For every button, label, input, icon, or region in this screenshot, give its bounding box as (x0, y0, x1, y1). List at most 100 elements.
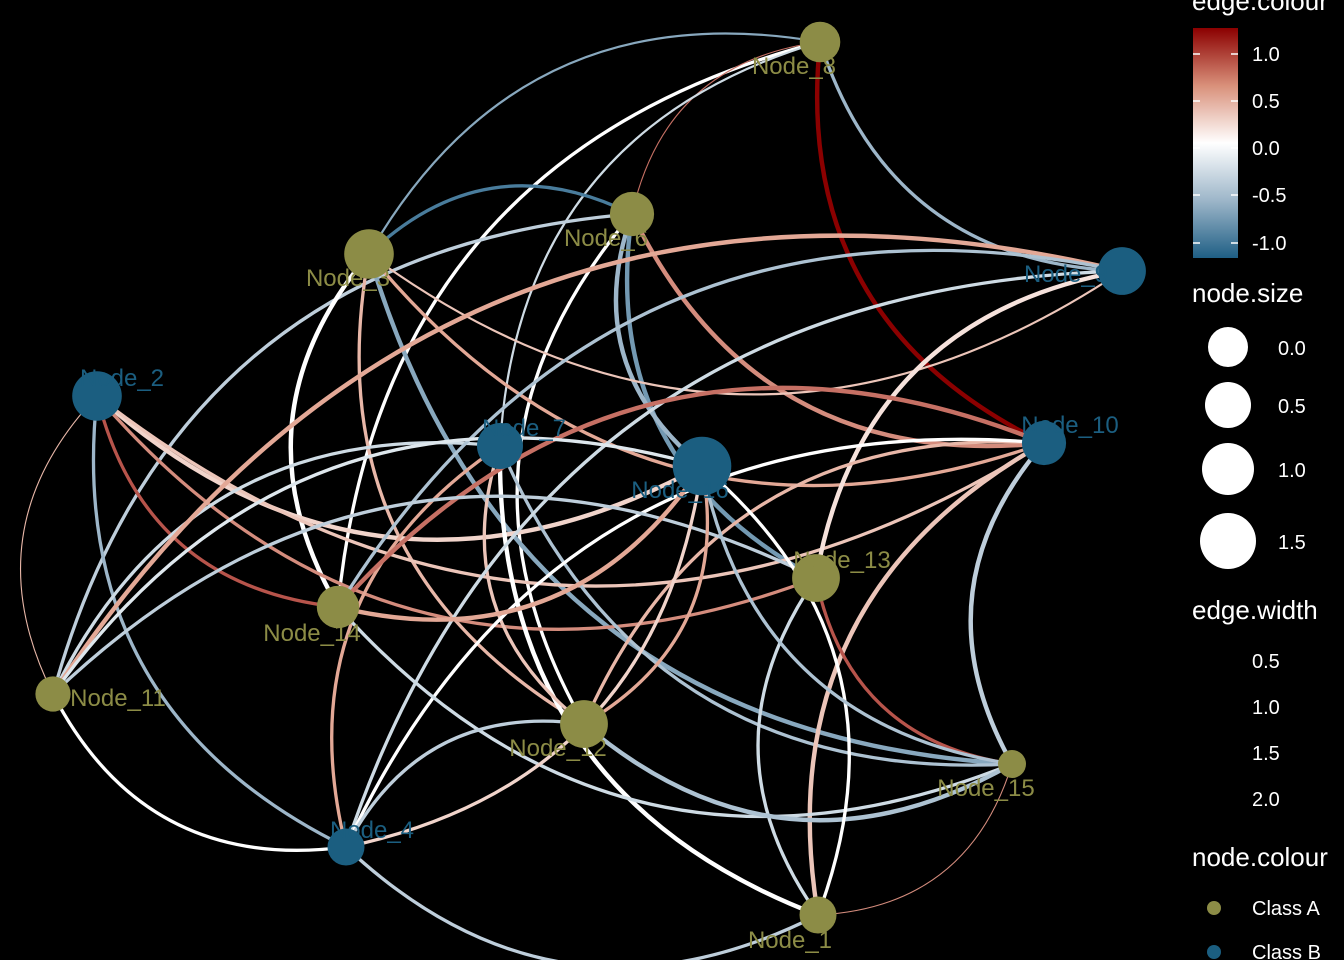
node-label-Node_2: Node_2 (80, 365, 164, 392)
edge-Node_2-Node_10 (95, 394, 1046, 588)
legend-size-swatch (1205, 382, 1251, 428)
edge-Node_7-Node_15 (498, 444, 1014, 767)
edge-Node_3-Node_15 (366, 251, 1015, 767)
node-label-Node_4: Node_4 (330, 817, 414, 844)
node-Node_14 (316, 585, 360, 629)
legend-size-label: 1.5 (1278, 532, 1306, 554)
legend-size-label: 0.0 (1278, 338, 1306, 360)
edge-Node_6-Node_11 (51, 212, 634, 696)
node-label-Node_11: Node_11 (70, 685, 166, 712)
edge-Node_2-Node_14 (95, 394, 340, 609)
edge-Node_14-Node_16 (335, 463, 705, 622)
edge-Node_13-Node_11 (51, 494, 818, 696)
node-Node_11 (35, 676, 71, 712)
edge-Node_2-Node_13 (95, 394, 818, 631)
edge-Node_8-Node_9 (818, 40, 1124, 273)
legend-edge-width: edge.width 0.5 1.0 1.5 2.0 (1192, 595, 1318, 811)
edge-Node_7-Node_12 (482, 444, 586, 726)
edge-Node_10-Node_14 (335, 385, 1047, 610)
node-Node_2 (72, 371, 122, 421)
edge-Node_10-Node_15 (968, 440, 1047, 767)
edge-Node_13-Node_15 (814, 576, 1014, 766)
edge-Node_11-Node_4 (51, 692, 348, 852)
legend-size-label: 1.0 (1278, 460, 1306, 482)
legend-width-label: 1.0 (1252, 697, 1280, 719)
edge-Node_10-Node_1 (807, 440, 1047, 918)
edge-Node_1-Node_16 (700, 464, 851, 917)
edges-layer (20, 32, 1125, 960)
node-Node_1 (799, 896, 837, 934)
node-label-Node_6: Node_6 (564, 225, 648, 252)
node-Node_15 (998, 750, 1026, 778)
edge-Node_12-Node_16 (582, 464, 710, 726)
edge-Node_8-Node_3 (367, 32, 822, 256)
node-Node_9 (1098, 247, 1146, 295)
edge-Node_9-Node_13 (813, 268, 1125, 581)
legend-colourbar (1193, 28, 1238, 258)
edge-Node_6-Node_3 (367, 184, 634, 256)
node-Node_8 (799, 21, 841, 63)
edge-Node_6-Node_12 (515, 212, 634, 726)
edge-Node_16-Node_15 (700, 464, 1014, 766)
edge-Node_12-Node_4 (344, 719, 586, 849)
edge-Node_9-Node_4 (344, 269, 1124, 849)
legend-edge-colour-title: edge.colour (1192, 0, 1328, 16)
node-label-Node_12: Node_12 (509, 735, 606, 762)
node-label-Node_7: Node_7 (482, 415, 566, 442)
edge-Node_6-Node_10 (629, 211, 1047, 449)
node-label-Node_16: Node_16 (631, 477, 728, 504)
legend-node-colour: node.colour Class A Class B (1192, 842, 1328, 960)
edge-Node_12-Node_15 (581, 721, 1015, 823)
colourbar-tick-label: -0.5 (1252, 185, 1286, 207)
legend: edge.colour 1.0 0.5 0.0 -0.5 -1.0 node.size … (1192, 0, 1328, 960)
legend-size-label: 0.5 (1278, 396, 1306, 418)
edge-Node_7-Node_11 (51, 441, 502, 696)
legend-edge-colour: edge.colour 1.0 0.5 0.0 -0.5 -1.0 (1192, 0, 1328, 258)
node-Node_12 (560, 700, 608, 748)
colourbar-tick-label: 1.0 (1252, 44, 1280, 66)
edge-Node_3-Node_9 (367, 252, 1124, 396)
colourbar-tick-label: -1.0 (1252, 233, 1286, 255)
edge-Node_6-Node_13 (624, 211, 819, 581)
legend-node-colour-title: node.colour (1192, 842, 1328, 872)
node-label-Node_8: Node_8 (752, 53, 836, 80)
node-label-Node_1: Node_1 (748, 927, 832, 954)
edge-Node_16-Node_11 (51, 436, 704, 696)
node-label-Node_10: Node_10 (1021, 412, 1118, 439)
node-Node_6 (609, 191, 655, 237)
edge-Node_8-Node_7 (498, 40, 822, 448)
edge-Node_1-Node_15 (817, 763, 1013, 916)
legend-size-swatch (1202, 443, 1254, 495)
legend-node-size: node.size 0.0 0.5 1.0 1.5 (1192, 278, 1306, 569)
node-labels-layer: Node_1 Node_2 Node_3 Node_4 Node_6 Node_7 Node… (70, 53, 1119, 954)
node-label-Node_9: Node_9 (1024, 261, 1108, 288)
legend-class-label: Class B (1252, 942, 1321, 960)
edge-Node_9-Node_14 (336, 248, 1124, 609)
legend-size-swatch (1208, 327, 1248, 367)
legend-size-swatch (1200, 513, 1256, 569)
legend-node-size-title: node.size (1192, 278, 1303, 308)
legend-class-a-swatch (1207, 901, 1221, 915)
edge-Node_13-Node_1 (756, 576, 820, 917)
edge-Node_2-Node_11 (20, 395, 98, 695)
node-Node_3 (344, 229, 394, 279)
node-Node_4 (327, 828, 365, 866)
edge-Node_10-Node_4 (344, 437, 1046, 849)
node-Node_13 (792, 554, 840, 602)
legend-class-b-swatch (1207, 945, 1221, 959)
edge-Node_3-Node_14 (288, 251, 372, 610)
node-Node_7 (477, 423, 523, 469)
legend-class-label: Class A (1252, 898, 1320, 920)
node-Node_16 (672, 436, 732, 496)
colourbar-tick-label: 0.0 (1252, 138, 1280, 160)
edge-Node_2-Node_4 (91, 394, 348, 849)
edge-Node_4-Node_1 (344, 845, 820, 960)
legend-width-label: 0.5 (1252, 651, 1280, 673)
legend-width-label: 2.0 (1252, 789, 1280, 811)
node-label-Node_13: Node_13 (793, 547, 890, 574)
node-label-Node_15: Node_15 (937, 775, 1034, 802)
edge-Node_9-Node_11 (50, 233, 1125, 697)
edge-Node_10-Node_12 (582, 440, 1046, 726)
node-label-Node_3: Node_3 (306, 265, 390, 292)
